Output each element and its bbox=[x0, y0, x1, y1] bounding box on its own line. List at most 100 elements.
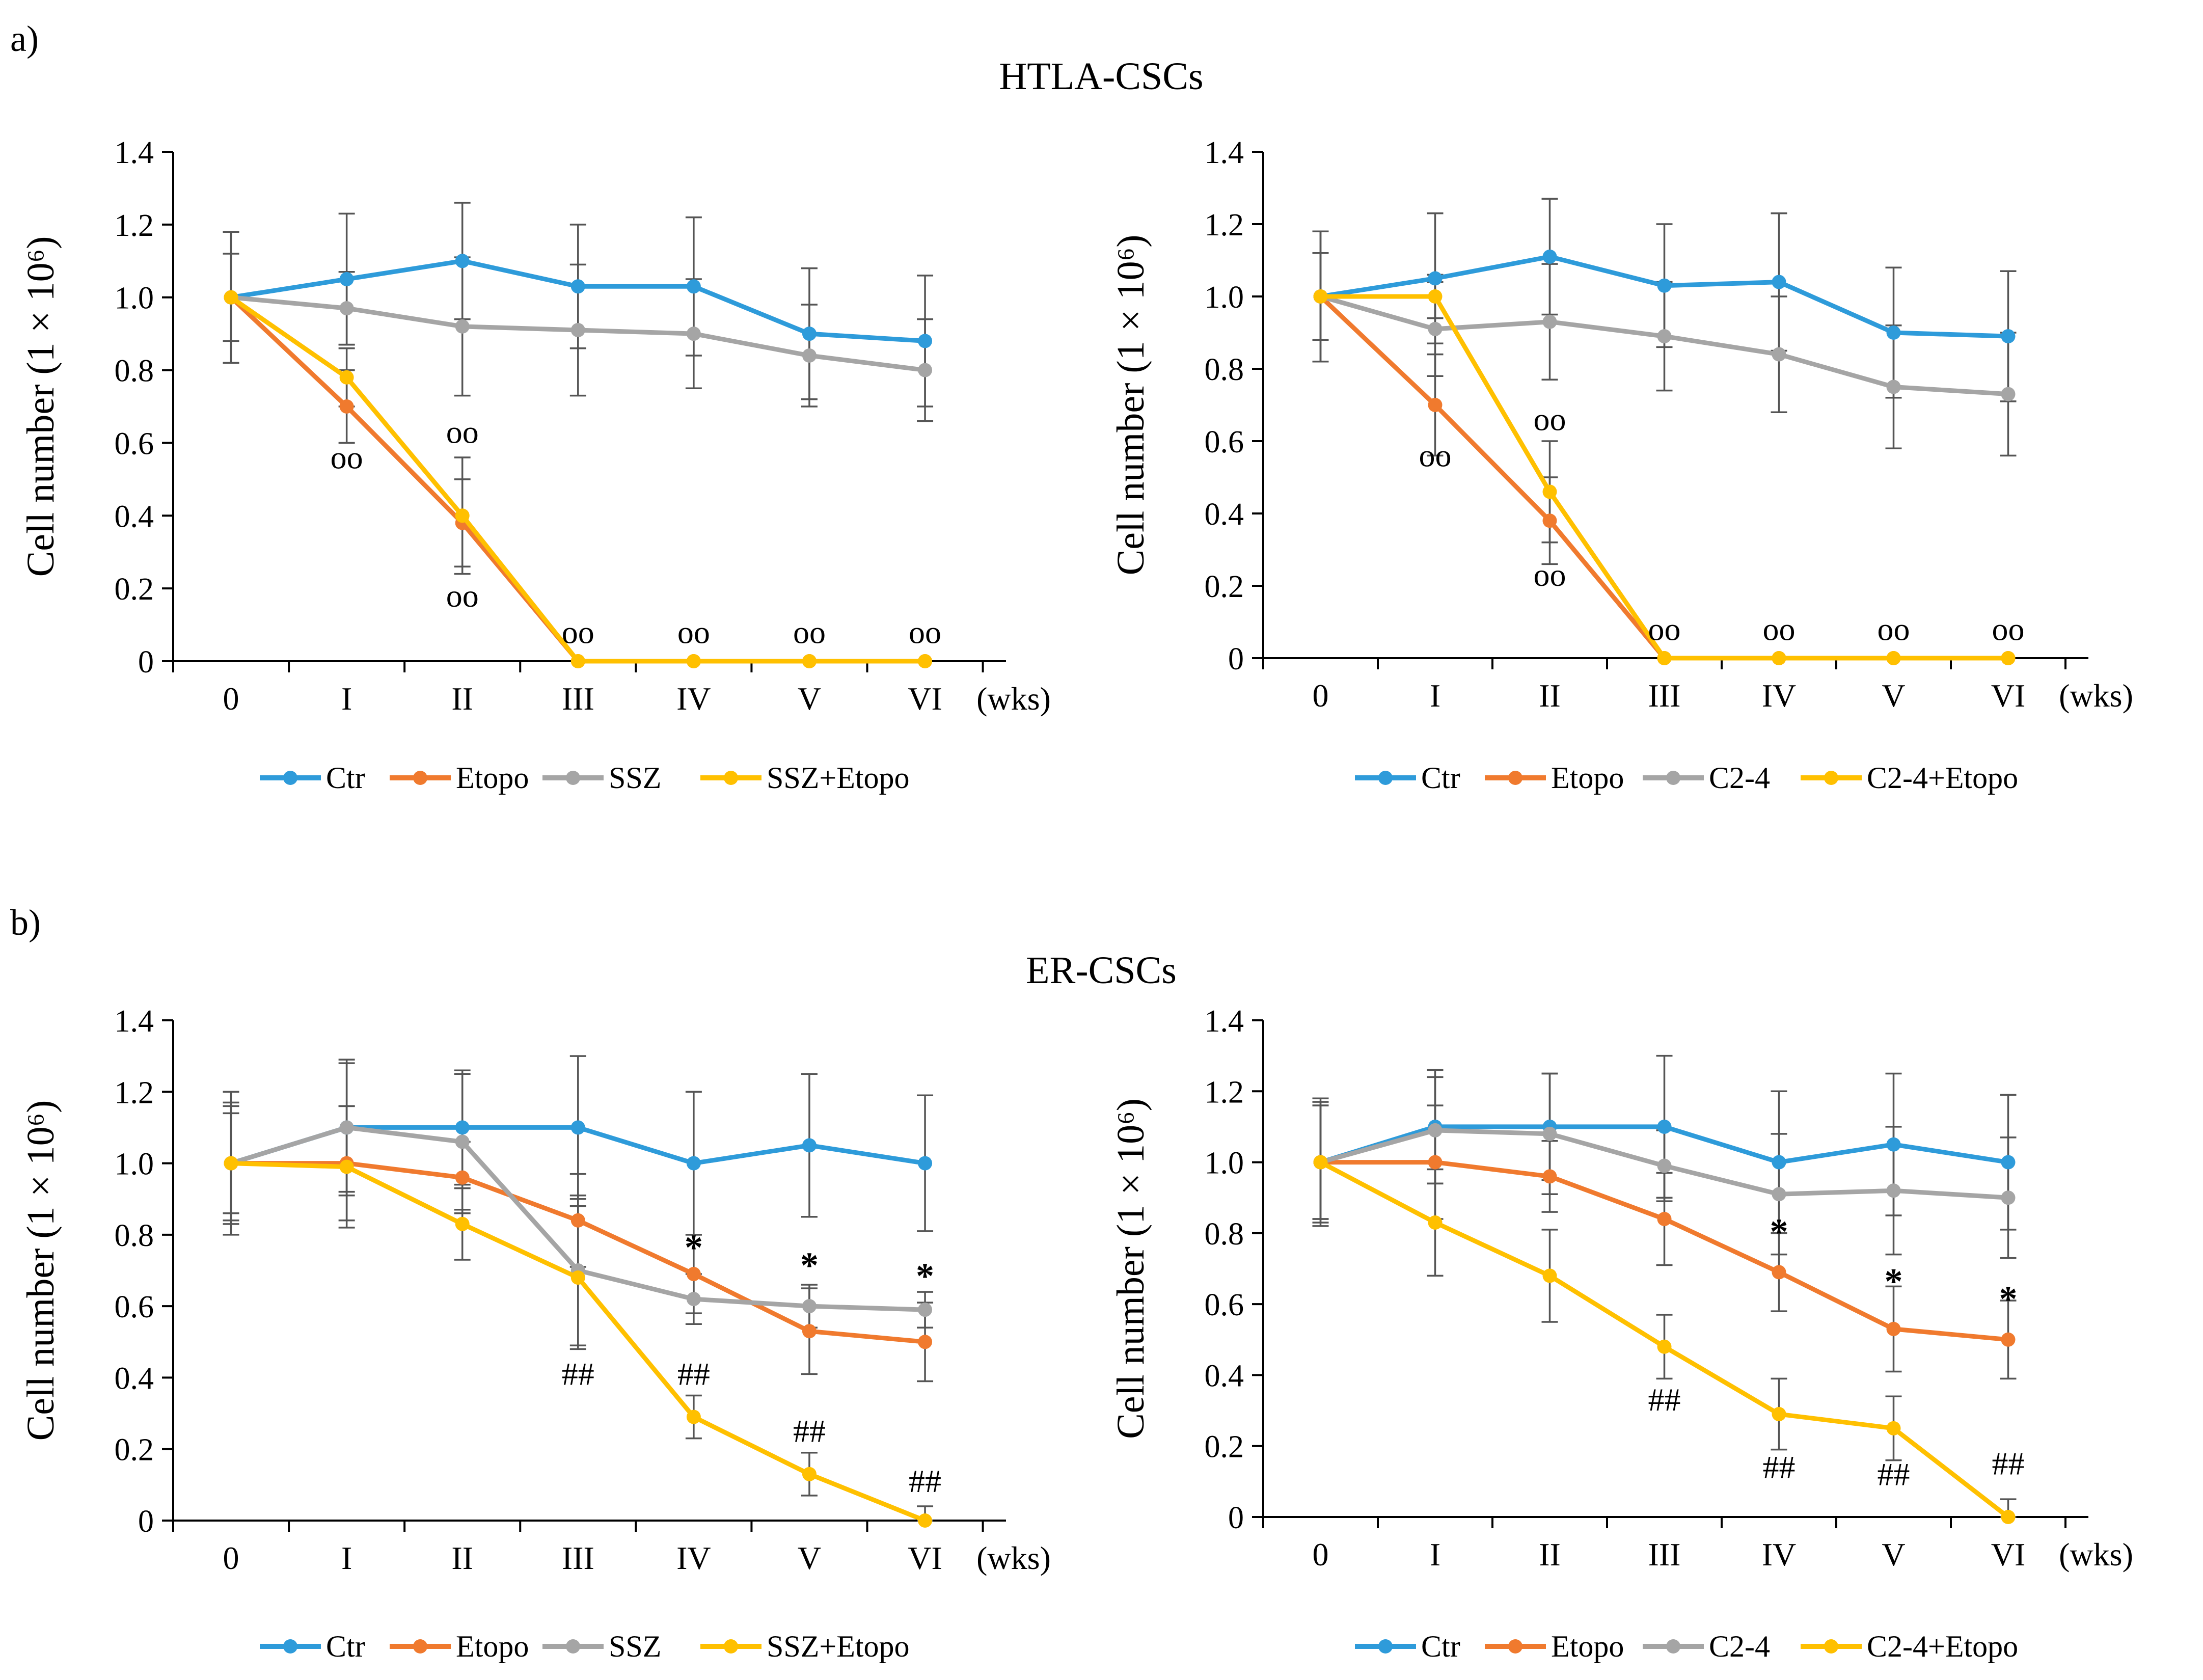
y-tick-label: 0 bbox=[138, 645, 154, 680]
legend-label: C2-4+Etopo bbox=[1867, 761, 2018, 795]
data-point bbox=[1772, 1407, 1786, 1422]
significance-mark: ## bbox=[909, 1463, 941, 1499]
x-tick-label: 0 bbox=[1313, 1536, 1329, 1573]
y-tick-label: 1.2 bbox=[115, 1075, 154, 1110]
significance-mark: * bbox=[1770, 1211, 1788, 1252]
y-tick-label: 0.4 bbox=[1205, 497, 1244, 532]
y-tick-label: 0.8 bbox=[115, 1218, 154, 1253]
data-point bbox=[918, 1513, 933, 1528]
data-point bbox=[686, 1410, 701, 1424]
y-tick-label: 0.2 bbox=[115, 572, 154, 607]
data-point bbox=[570, 1213, 585, 1228]
x-tick-label: V bbox=[1882, 1536, 1905, 1573]
data-point bbox=[802, 654, 817, 668]
y-tick-label: 1.4 bbox=[1205, 136, 1244, 170]
legend-marker bbox=[413, 771, 427, 785]
x-unit-label: (wks) bbox=[976, 681, 1051, 717]
legend-marker bbox=[283, 1639, 297, 1654]
significance-mark: oo bbox=[331, 439, 363, 475]
legend-marker bbox=[1666, 1639, 1680, 1654]
data-point bbox=[339, 399, 354, 414]
data-point bbox=[1657, 1158, 1672, 1173]
legend-label: C2-4+Etopo bbox=[1867, 1630, 2018, 1663]
significance-mark: oo bbox=[1534, 401, 1566, 438]
significance-mark: oo bbox=[1992, 611, 2025, 647]
x-tick-label: II bbox=[451, 1540, 473, 1576]
legend-marker bbox=[724, 1639, 738, 1654]
legend-marker bbox=[1508, 1639, 1522, 1654]
panel-a-title: HTLA-CSCs bbox=[999, 55, 1203, 98]
x-tick-label: I bbox=[1430, 678, 1440, 714]
y-tick-label: 1.0 bbox=[115, 281, 154, 316]
legend-label: Ctr bbox=[1421, 1630, 1460, 1663]
legend-marker bbox=[1378, 1639, 1393, 1654]
legend-label: Etopo bbox=[456, 761, 529, 795]
data-point bbox=[2001, 1155, 2016, 1170]
data-point bbox=[570, 323, 585, 337]
x-tick-label: II bbox=[1539, 678, 1561, 714]
significance-mark: ## bbox=[1648, 1381, 1681, 1418]
significance-mark: oo bbox=[1648, 611, 1681, 647]
data-point bbox=[2001, 1510, 2016, 1524]
y-tick-label: 0.2 bbox=[1205, 570, 1244, 604]
x-tick-label: III bbox=[1648, 1536, 1681, 1573]
data-point bbox=[339, 301, 354, 316]
data-point bbox=[1886, 380, 1901, 394]
significance-mark: ## bbox=[793, 1413, 826, 1449]
data-point bbox=[1772, 1155, 1786, 1170]
y-tick-label: 1.0 bbox=[1205, 1146, 1244, 1181]
data-point bbox=[455, 319, 470, 334]
legend-label: SSZ bbox=[609, 761, 661, 795]
x-tick-label: VI bbox=[1991, 678, 2026, 714]
data-point bbox=[1886, 1137, 1901, 1152]
x-tick-label: I bbox=[341, 1540, 352, 1576]
data-point bbox=[339, 1159, 354, 1174]
legend-label: Ctr bbox=[1421, 761, 1460, 795]
data-point bbox=[1657, 1212, 1672, 1226]
y-tick-label: 0 bbox=[1228, 642, 1244, 676]
x-unit-label: (wks) bbox=[2059, 678, 2133, 714]
data-point bbox=[686, 279, 701, 294]
data-point bbox=[802, 1324, 817, 1339]
significance-mark: oo bbox=[1419, 438, 1452, 474]
y-axis-label: Cell number (1 × 10⁶) bbox=[19, 1100, 62, 1441]
data-point bbox=[1772, 275, 1786, 289]
data-point bbox=[1657, 1119, 1672, 1134]
legend-label: Ctr bbox=[326, 1630, 365, 1663]
significance-mark: ## bbox=[1878, 1456, 1910, 1492]
chart-4: 00.20.40.60.81.01.21.40 I II III IV V VI (wks)C… bbox=[1109, 1004, 2133, 1663]
data-point bbox=[1886, 651, 1901, 665]
data-point bbox=[1428, 289, 1443, 304]
data-point bbox=[1428, 1123, 1443, 1137]
data-point bbox=[570, 1270, 585, 1285]
x-tick-label: II bbox=[1539, 1536, 1561, 1573]
y-tick-label: 1.2 bbox=[1205, 1075, 1244, 1109]
data-point bbox=[1428, 271, 1443, 286]
data-point bbox=[686, 1267, 701, 1282]
x-tick-label: V bbox=[1882, 678, 1905, 714]
data-point bbox=[1542, 1126, 1557, 1141]
data-point bbox=[455, 1120, 470, 1135]
data-point bbox=[570, 279, 585, 294]
x-tick-label: VI bbox=[908, 681, 942, 717]
data-point bbox=[455, 1170, 470, 1185]
legend-label: Etopo bbox=[1551, 761, 1624, 795]
data-point bbox=[918, 334, 933, 348]
legend-marker bbox=[1508, 771, 1522, 785]
x-tick-label: I bbox=[1430, 1536, 1440, 1573]
panel-b-letter: b) bbox=[10, 902, 41, 943]
y-tick-label: 0.4 bbox=[115, 499, 154, 534]
x-tick-label: III bbox=[562, 681, 594, 717]
charts-group: 00.20.40.60.81.01.21.40 I II III IV V VI (wks)C… bbox=[19, 136, 2133, 1663]
data-point bbox=[455, 1134, 470, 1149]
x-tick-label: 0 bbox=[1313, 678, 1329, 714]
data-point bbox=[918, 1303, 933, 1317]
data-point bbox=[1542, 249, 1557, 264]
y-tick-label: 0.8 bbox=[1205, 353, 1244, 387]
legend-label: Ctr bbox=[326, 761, 365, 795]
x-tick-label: VI bbox=[1991, 1536, 2026, 1573]
significance-mark: * bbox=[1885, 1261, 1903, 1302]
x-tick-label: IV bbox=[1762, 1536, 1797, 1573]
data-point bbox=[1313, 1155, 1328, 1170]
